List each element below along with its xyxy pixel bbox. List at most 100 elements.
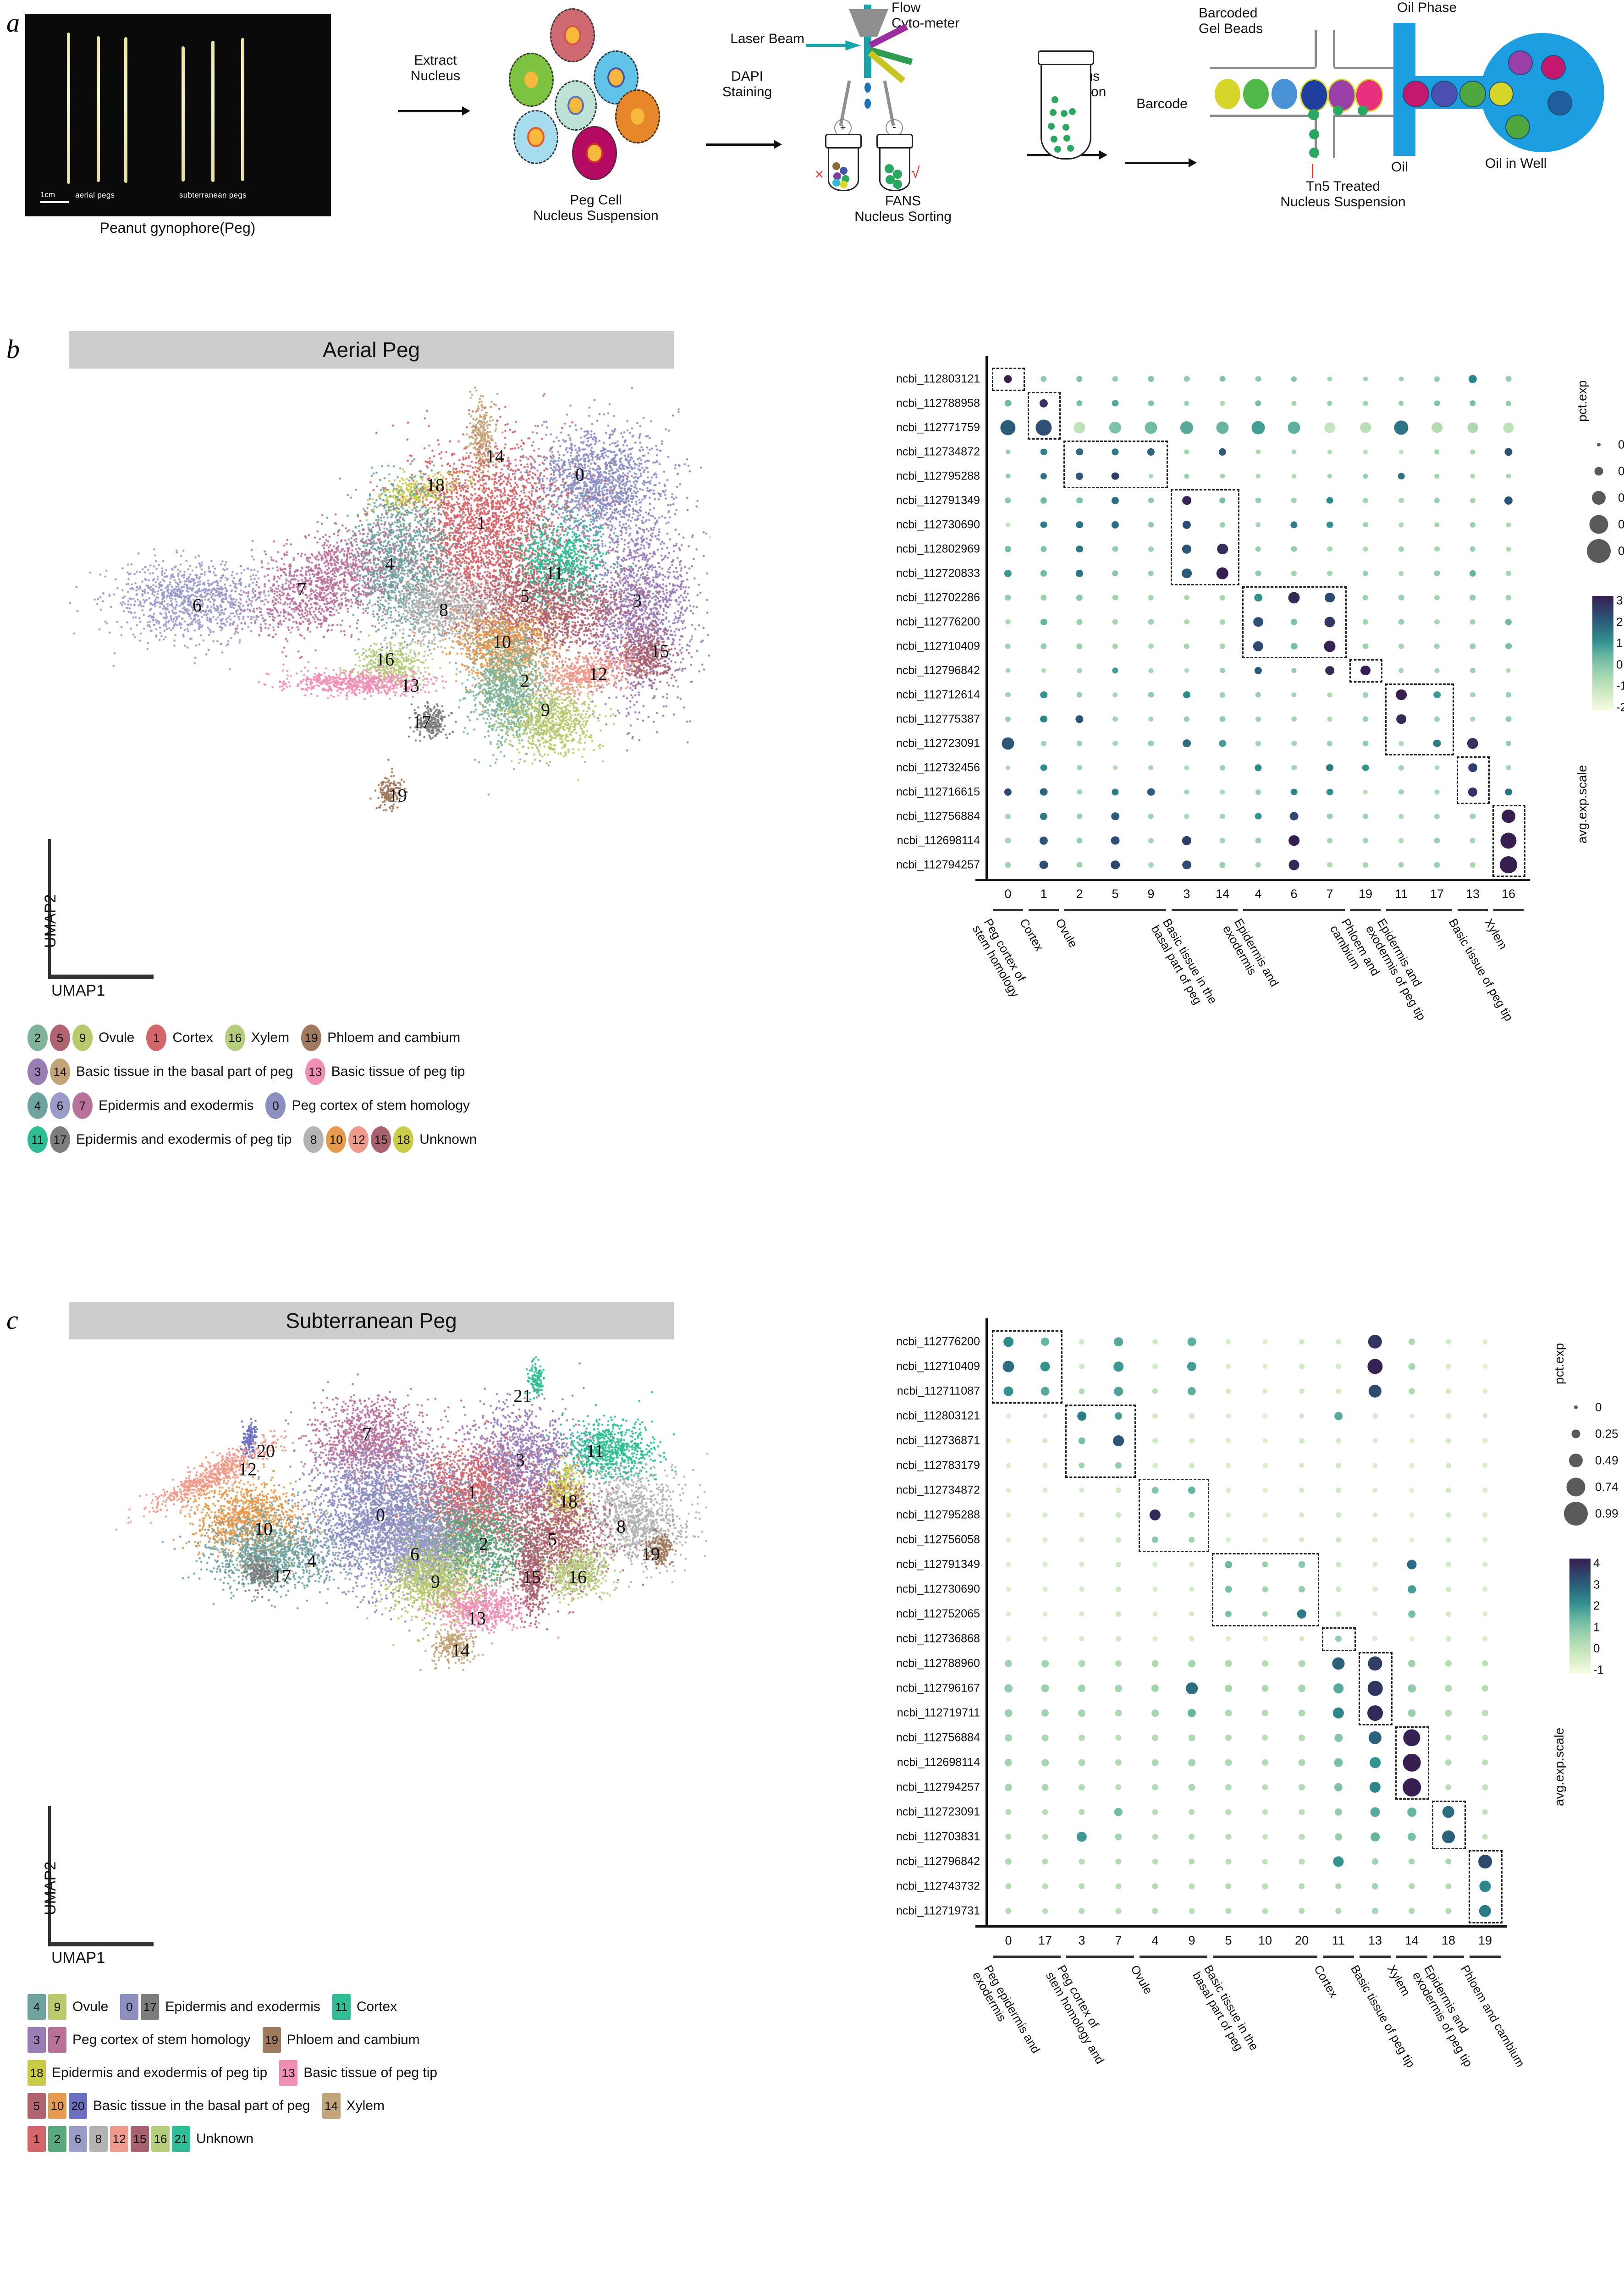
legend-entry-phloem-and-cambium[interactable]: 19 Phloem and cambium <box>301 1025 460 1051</box>
legend-entry-peg-cortex-of-stem-homology[interactable]: 0 Peg cortex of stem homology <box>265 1092 470 1119</box>
dotplot-dot <box>1148 546 1154 552</box>
dotplot-dot <box>1151 1709 1159 1717</box>
dotplot-dot <box>1446 1512 1451 1518</box>
dotplot-cluster-tick-5: 5 <box>1112 887 1119 901</box>
dotplot-dot <box>1076 497 1083 504</box>
legend-label: Xylem <box>251 1030 290 1045</box>
dotplot-dot <box>1005 813 1011 819</box>
dotplot-dot <box>1445 1908 1452 1914</box>
legend-entry-basic-tissue-of-peg-tip[interactable]: 13 Basic tissue of peg tip <box>279 2060 437 2086</box>
dotplot-highlight-box <box>992 1330 1062 1404</box>
dotplot-dot <box>1006 1463 1011 1468</box>
pct-exp-legend-value: 0.7 <box>1618 517 1624 531</box>
legend-entry-xylem[interactable]: 16 Xylem <box>225 1025 289 1051</box>
dotplot-dot <box>1115 1784 1122 1791</box>
dotplot-dot <box>1505 692 1512 698</box>
dotplot-dot <box>1005 497 1011 504</box>
dotplot-group-bar <box>1243 909 1345 911</box>
legend-entry-epidermis-and-exodermis-of-peg-tip[interactable]: 11 17 Epidermis and exodermis of peg tip <box>28 1126 292 1153</box>
dotplot-dot <box>1184 813 1189 819</box>
umap-plot-aerial[interactable]: 14 18 0 1 11 4 3 5 7 6 8 10 15 12 16 13 2 9 17 19 <box>69 380 710 857</box>
dotplot-dot <box>1363 376 1368 381</box>
pct-exp-legend-title: pct.exp <box>1575 380 1589 422</box>
dotplot-dot <box>1262 1908 1268 1914</box>
dotplot-dot <box>1262 1438 1268 1444</box>
legend-entry-epidermis-and-exodermis[interactable]: 0 17 Epidermis and exodermis <box>120 1994 320 2020</box>
dotplot-cluster-tick-11: 11 <box>1394 887 1408 901</box>
dotplot-dot <box>1005 1883 1012 1890</box>
dotplot-highlight-box <box>1457 756 1490 804</box>
dotplot-dot <box>1255 740 1261 746</box>
dotplot-dot <box>1219 497 1226 504</box>
dotplot-group-label: Basic tissue in the basal part of peg <box>1148 916 1220 1007</box>
dotplot-dot <box>1151 1660 1159 1667</box>
dotplot-dot <box>1298 1734 1305 1741</box>
dotplot-dot <box>1398 497 1404 503</box>
dotplot-dot <box>1262 1339 1268 1344</box>
dotplot-dot <box>1262 1883 1268 1890</box>
dotplot-dot <box>1040 448 1047 455</box>
dotplot-dot <box>1148 667 1154 673</box>
dotplot-dot <box>1182 568 1192 579</box>
dotplot-gene-label: ncbi_112788958 <box>896 397 980 409</box>
legend-entry-unknown[interactable]: 8 10 12 15 18 Unknown <box>303 1126 477 1153</box>
dotplot-dot <box>1367 1359 1383 1374</box>
dotplot-dot <box>1255 449 1261 454</box>
dotplot-dot <box>1327 570 1332 576</box>
legend-entry-xylem[interactable]: 14 Xylem <box>322 2093 385 2119</box>
dotplot-group-bar <box>1458 909 1488 911</box>
dotplot-dot <box>1182 836 1192 845</box>
dotplot-dot <box>1079 1809 1085 1815</box>
avg-exp-colorbar-tick: -2 <box>1616 700 1624 714</box>
dotplot-dot <box>1112 765 1118 770</box>
legend-entry-epidermis-and-exodermis-of-peg-tip[interactable]: 18 Epidermis and exodermis of peg tip <box>28 2060 267 2086</box>
umap-plot-subterranean[interactable]: 21 7 20 11 3 12 18 1 0 8 10 5 2 19 6 4 17 9 15 16 13 14 <box>69 1352 710 1857</box>
dotplot-dot <box>1262 1784 1268 1791</box>
legend-entry-ovule[interactable]: 2 5 9 Ovule <box>28 1025 134 1051</box>
dotplot-dot <box>1112 740 1118 746</box>
dotplot-gene-label: ncbi_112796167 <box>896 1681 980 1695</box>
legend-entry-basic-tissue-of-peg-tip[interactable]: 13 Basic tissue of peg tip <box>305 1058 465 1085</box>
dotplot-dot <box>1254 667 1262 674</box>
dotplot-dot <box>1362 643 1369 649</box>
umap-cluster-label-8: 8 <box>617 1516 626 1537</box>
dotplot-dot <box>1470 692 1475 698</box>
umap-cluster-label-11: 11 <box>586 1440 604 1461</box>
dotplot-dot <box>1290 618 1298 625</box>
dotplot-dot <box>1041 1759 1049 1766</box>
dotplot-dot <box>1299 1883 1305 1890</box>
legend-entry-epidermis-and-exodermis[interactable]: 4 6 7 Epidermis and exodermis <box>28 1092 253 1119</box>
dotplot-dot <box>1184 716 1190 722</box>
umap-cluster-label-7: 7 <box>362 1423 371 1444</box>
dotplot-dot <box>1255 522 1261 528</box>
legend-entry-cortex[interactable]: 11 Cortex <box>332 1994 397 2020</box>
dotplot-aerial[interactable]: ncbi_112803121 ncbi_112788958 ncbi_1127717… <box>733 356 1624 1229</box>
legend-entry-cortex[interactable]: 1 Cortex <box>146 1025 213 1051</box>
dotplot-dot <box>1002 737 1014 750</box>
legend-entry-basic-tissue-in-the-basal-part-of-peg[interactable]: 3 14 Basic tissue in the basal part of peg <box>28 1058 293 1085</box>
dotplot-dot <box>1112 400 1119 407</box>
legend-entry-basic-tissue-in-the-basal-part-of-peg[interactable]: 5 10 20 Basic tissue in the basal part of p… <box>28 2093 310 2119</box>
legend-cluster-chip-0: 0 <box>120 1994 139 2020</box>
avg-exp-legend-title: avg.exp.scale <box>1575 765 1589 843</box>
dotplot-dot <box>1434 473 1440 479</box>
dotplot-dot <box>1182 496 1191 505</box>
legend-entry-ovule[interactable]: 4 9 Ovule <box>28 1994 108 2020</box>
legend-entry-unknown[interactable]: 1 2 6 8 12 15 16 21 Unknown <box>28 2126 253 2152</box>
dotplot-group-bar <box>1493 909 1524 911</box>
umap-cluster-label-16: 16 <box>376 649 394 670</box>
avg-exp-colorbar-tick: 3 <box>1616 593 1623 607</box>
dotplot-dot <box>1468 763 1477 772</box>
dotplot-dot <box>1482 1710 1488 1716</box>
dotplot-subterranean[interactable]: ncbi_112776200 ncbi_112710409 ncbi_1127110… <box>733 1318 1618 2283</box>
dotplot-dot <box>1002 1361 1014 1372</box>
dotplot-dot <box>1506 570 1511 576</box>
dotplot-highlight-box <box>1322 1627 1356 1651</box>
legend-entry-phloem-and-cambium[interactable]: 19 Phloem and cambium <box>262 2027 420 2053</box>
legend-cluster-chip-18: 18 <box>393 1126 414 1153</box>
laser-beam-arrow <box>806 40 861 50</box>
dotplot-dot <box>1470 643 1476 650</box>
dotplot-dot <box>1467 738 1479 749</box>
legend-label: Basic tissue of peg tip <box>303 2065 438 2080</box>
legend-entry-peg-cortex-of-stem-homology[interactable]: 3 7 Peg cortex of stem homology <box>28 2027 251 2053</box>
